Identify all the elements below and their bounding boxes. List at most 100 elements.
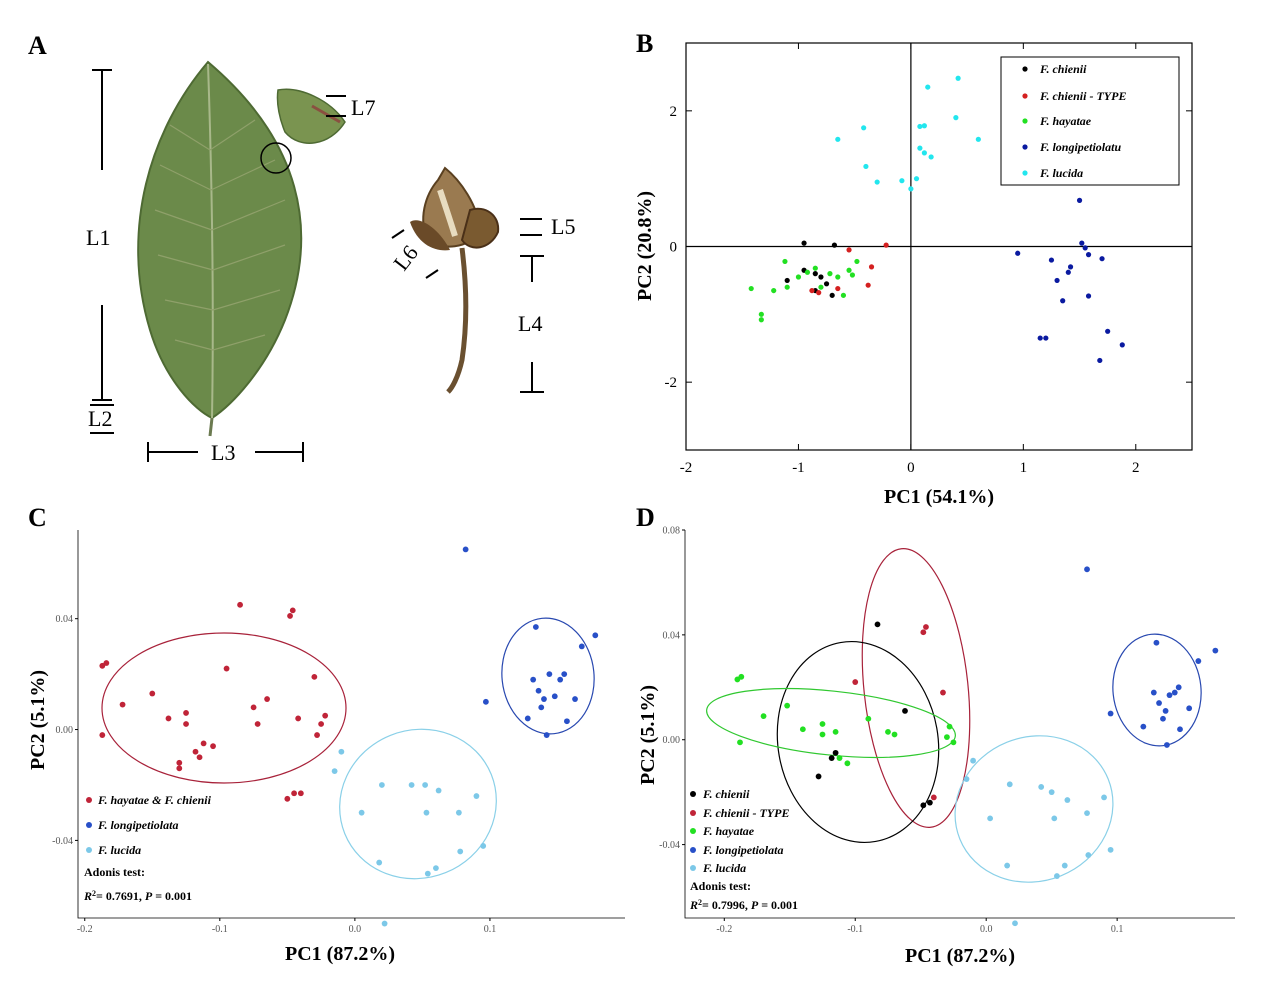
adonis-c-stats: R2= 0.7691, P = 0.001 [83,889,192,904]
panel-b: B -2 -1 0 1 2 -2 0 2 PC1 (54.1%) PC2 (20.8%) F… [634,29,1193,508]
panel-d-point-f-hayatae-14 [944,734,950,741]
panel-c-y-tick-label-2: 0.04 [56,614,74,625]
label-l6: L6 [388,240,423,275]
panel-c-point-f-hayatae-f-chienii-14 [223,665,230,672]
panel-d-point-f-hayatae-11 [865,715,872,722]
panel-b-legend-box [1000,56,1180,186]
panel-d-y-tick-label-0: -0.04 [659,840,680,851]
adonis-c-title: Adonis test: [84,865,145,879]
panel-d-x-ticks: -0.2 -0.1 0.0 0.1 [716,918,1123,935]
panel-b-point-f-longipetiolatu-15 [1105,328,1111,334]
panel-d-point-f-longipetiolata-8 [1164,742,1170,748]
panel-c-point-f-hayatae-f-chienii-20 [289,607,296,614]
panel-b-label: B [636,29,653,58]
panel-b-point-f-longipetiolatu-16 [1119,342,1125,348]
panel-b-point-f-chienii-type-0 [846,247,852,253]
panel-b-point-f-lucida-9 [921,123,927,129]
panel-d-point-f-hayatae-4 [784,702,791,709]
panel-d-point-f-chienii-type-1 [920,629,927,636]
panel-d-point-f-hayatae-9 [836,755,843,761]
panel-c-point-f-hayatae-f-chienii-6 [183,710,189,716]
panel-c-point-f-lucida-5 [381,920,388,927]
panel-b-point-f-lucida-2 [863,163,869,170]
panel-d-point-f-lucida-4 [1004,862,1011,869]
panel-b-point-f-longipetiolatu-7 [1067,264,1074,270]
legend-c-label-hayatae-chienii: F. hayatae & F. chienii [97,793,212,807]
dimension-marks [90,69,544,462]
panel-c-y-tick-label-0: -0.04 [52,836,73,847]
legend-c-marker-hayatae-chienii [86,797,92,803]
panel-b-point-f-longipetiolatu-12 [1085,293,1092,299]
panel-c-point-f-hayatae-f-chienii-12 [200,740,207,747]
panel-c-point-f-longipetiolata-4 [532,624,539,630]
panel-b-point-f-longipetiolatu-0 [1015,250,1021,256]
panel-b-point-f-chienii-0 [801,240,807,246]
panel-b-y-tick-label-1: 0 [670,240,678,256]
panel-d-point-f-lucida-6 [1038,784,1045,790]
panel-b-point-f-longipetiolatu-14 [1099,256,1105,262]
panel-b-point-f-longipetiolatu-13 [1097,357,1103,364]
panel-d-point-f-lucida-8 [1051,815,1058,822]
panel-c-point-f-longipetiolata-8 [543,732,550,738]
panel-d-point-f-chienii-type-4 [930,794,937,801]
panel-b-point-f-chienii-1 [784,277,790,284]
panel-b-point-f-longipetiolatu-9 [1079,240,1085,246]
panel-b-point-f-hayatae-5 [784,284,790,290]
panel-b-point-f-lucida-15 [975,136,981,142]
panel-d-point-f-hayatae-1 [738,673,745,680]
panel-d-point-f-lucida-5 [1012,920,1018,927]
panel-d-point-f-hayatae-7 [819,731,826,738]
ellipse-c-longipetiolata [501,617,595,735]
panel-c-point-f-hayatae-f-chienii-2 [99,732,106,738]
panel-c-point-f-lucida-10 [433,865,439,872]
panel-d-y-ticks: -0.04 0.00 0.04 0.08 [659,526,685,851]
panel-c-point-f-lucida-3 [378,782,385,788]
panel-b-point-f-chienii-5 [823,281,830,287]
panel-b-point-f-hayatae-10 [827,271,833,277]
panel-b-point-f-lucida-14 [955,75,961,81]
panel-d-point-f-longipetiolata-7 [1162,707,1169,714]
ellipse-d-chienii-type [861,548,971,828]
panel-c-point-f-hayatae-f-chienii-3 [119,701,126,708]
panel-d-point-f-lucida-13 [1085,852,1092,858]
panel-d-point-f-lucida-15 [1107,846,1114,853]
legend-b-label-longipetiolatu: F. longipetiolatu [1039,140,1121,154]
panel-c-point-f-hayatae-f-chienii-28 [322,712,329,719]
panel-b-point-f-lucida-0 [835,136,841,142]
label-l4: L4 [518,311,542,336]
adonis-d-title: Adonis test: [690,879,751,893]
panel-c-point-f-longipetiolata-15 [578,643,585,650]
panel-d-points [734,566,1219,927]
panel-c-point-f-hayatae-f-chienii-5 [165,715,172,722]
panel-d-point-f-longipetiolata-3 [1150,689,1157,696]
panel-b-point-f-hayatae-2 [758,317,764,323]
panel-b-point-f-hayatae-7 [804,269,811,275]
panel-b-y-ticks: -2 0 2 [665,104,1192,391]
legend-b-marker-chienii [1022,66,1028,72]
panel-c-point-f-hayatae-f-chienii-18 [264,696,270,702]
panel-d-x-tick-label-1: -0.1 [847,924,863,935]
legend-d-label-lucida: F. lucida [702,861,746,875]
panel-c-points [99,546,599,927]
panel-b-x-axis-label: PC1 (54.1%) [884,486,994,508]
panel-b-point-f-chienii-type-2 [868,264,875,270]
panel-c-point-f-lucida-6 [408,782,415,788]
panel-c-point-f-lucida-11 [435,787,442,794]
panel-d-point-f-hayatae-2 [737,739,743,746]
panel-d-point-f-chienii-5 [920,802,927,809]
panel-d-point-f-lucida-2 [987,815,994,822]
panel-b-x-tick-label-3: 1 [1020,460,1028,476]
panel-c-x-tick-label-1: -0.1 [212,924,228,935]
panel-b-point-f-lucida-12 [928,154,934,160]
panel-c-point-f-longipetiolata-2 [524,715,531,722]
panel-b-point-f-lucida-3 [874,179,880,185]
panel-c-point-f-hayatae-f-chienii-10 [192,748,199,755]
legend-b-marker-longipetiolatu [1022,144,1028,150]
panel-c-point-f-lucida-7 [422,782,429,788]
panel-c-point-f-longipetiolata-6 [538,704,545,711]
panel-c-point-f-longipetiolata-16 [592,632,599,639]
panel-b-point-f-longipetiolatu-2 [1054,277,1060,284]
legend-c-label-longipetiolata: F. longipetiolata [97,818,178,832]
legend-d-label-longipetiolata: F. longipetiolata [702,843,783,857]
